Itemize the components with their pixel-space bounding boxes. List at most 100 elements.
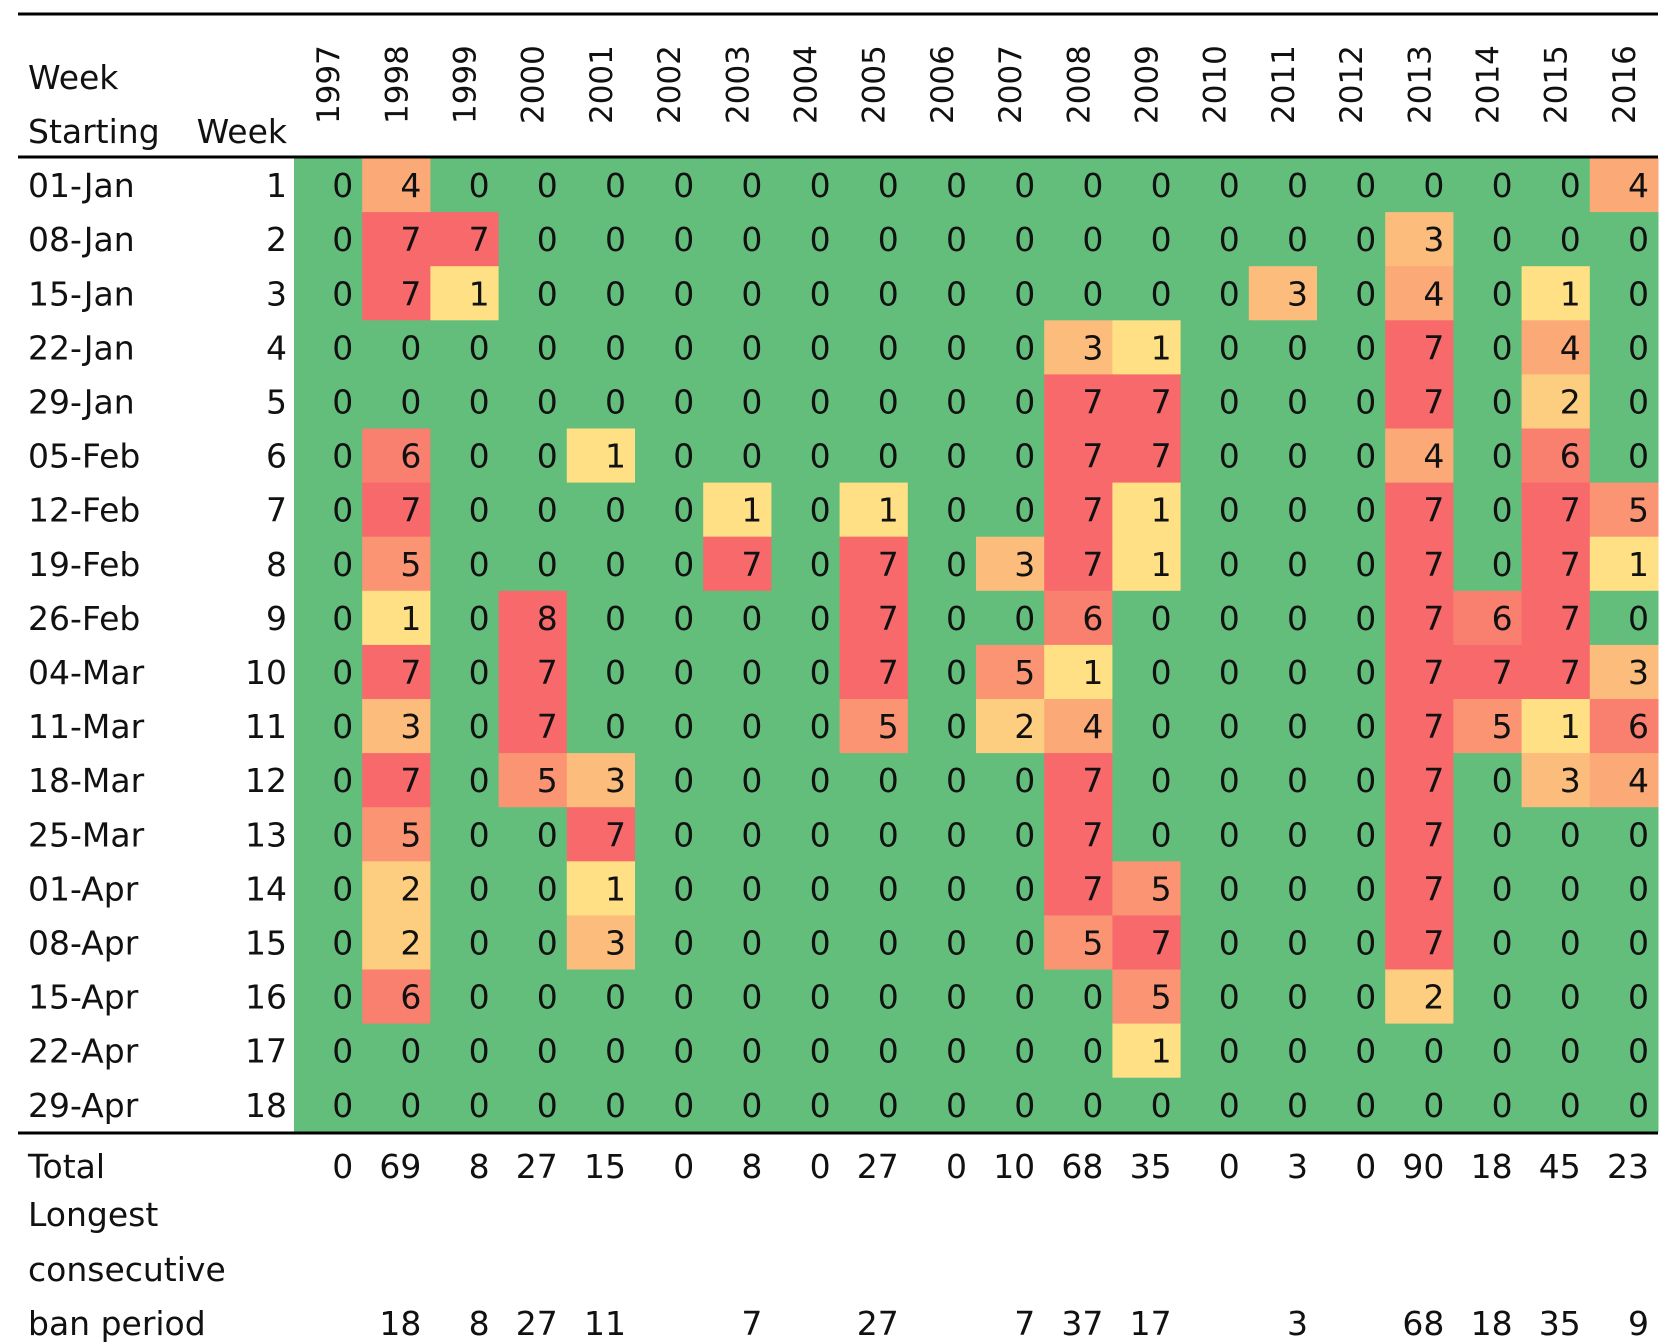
heatmap-cell (771, 969, 841, 1025)
cell-value-label: 0 (946, 274, 967, 313)
cell-value-label: 0 (673, 274, 694, 313)
heatmap-cell (498, 374, 568, 429)
heatmap-cell (635, 807, 704, 862)
heatmap-cell (1180, 807, 1250, 862)
cell-value-label: 0 (1219, 978, 1240, 1017)
heatmap-cell (1112, 915, 1182, 970)
cell-value-label: 7 (537, 707, 558, 746)
heatmap-cell (703, 1077, 772, 1133)
cell-value-label: 0 (741, 978, 762, 1017)
heatmap-cell (839, 699, 909, 754)
heatmap-cell (430, 807, 500, 862)
cell-value-label: 0 (878, 1032, 899, 1071)
cell-value-label: 0 (605, 274, 626, 313)
cell-value-label: 7 (1151, 923, 1172, 962)
heatmap-cell (839, 861, 909, 916)
heatmap-cell (1453, 266, 1523, 321)
cell-value-label: 5 (400, 815, 421, 854)
cell-value-label: 0 (1628, 328, 1649, 367)
heatmap-cell (1521, 590, 1591, 646)
cell-value-label: 3 (605, 923, 626, 962)
heatmap-cell (907, 699, 977, 754)
cell-value-label: 0 (1355, 274, 1376, 313)
heatmap-cell (1317, 753, 1386, 808)
cell-value-label: 0 (469, 815, 490, 854)
cell-value-label: 0 (1082, 1086, 1103, 1125)
total-value: 23 (1607, 1147, 1649, 1186)
cell-value-label: 0 (1355, 599, 1376, 638)
cell-value-label: 0 (1287, 491, 1308, 530)
cell-value-label: 0 (400, 1032, 421, 1071)
row-week-label: 2 (266, 220, 287, 259)
cell-value-label: 0 (1355, 328, 1376, 367)
heatmap-cell (362, 482, 431, 538)
heatmap-cell (362, 1023, 431, 1079)
heatmap-cell (294, 1077, 363, 1133)
heatmap-cell (839, 969, 909, 1025)
heatmap-cell (1180, 1023, 1250, 1079)
heatmap-cell (362, 266, 431, 321)
heatmap-cell (1180, 590, 1250, 646)
heatmap-cell (771, 428, 841, 484)
longest-ban-value: 3 (1287, 1304, 1308, 1343)
heatmap-cell (566, 1023, 636, 1079)
cell-value-label: 0 (1628, 599, 1649, 638)
heatmap-cell (1589, 482, 1659, 538)
total-value: 45 (1539, 1147, 1581, 1186)
heatmap-cell (430, 536, 500, 592)
cell-value-label: 0 (469, 761, 490, 800)
heatmap-cell (839, 374, 909, 429)
heatmap-cell (1044, 320, 1113, 375)
cell-value-label: 0 (537, 1086, 558, 1125)
heatmap-cell (1521, 158, 1591, 213)
row-week-label: 9 (266, 599, 287, 638)
heatmap-cell (907, 590, 977, 646)
heatmap-cell (1317, 266, 1386, 321)
heatmap-cell (1453, 644, 1523, 700)
heatmap-cell (498, 753, 568, 808)
cell-value-label: 0 (469, 707, 490, 746)
heatmap-cell (771, 158, 841, 213)
cell-value-label: 0 (1287, 437, 1308, 476)
cell-value-label: 3 (605, 761, 626, 800)
cell-value-label: 5 (1151, 978, 1172, 1017)
heatmap-cell (566, 807, 636, 862)
heatmap-cell (362, 374, 431, 429)
heatmap-cell (907, 536, 977, 592)
heatmap-cell (362, 915, 431, 970)
cell-value-label: 0 (1287, 761, 1308, 800)
heatmap-cell (771, 699, 841, 754)
cell-value-label: 0 (332, 1032, 353, 1071)
cell-value-label: 0 (1287, 166, 1308, 205)
cell-value-label: 0 (878, 923, 899, 962)
heatmap-cell (907, 753, 977, 808)
longest-ban-value: 7 (1014, 1304, 1035, 1343)
heatmap-cell (1589, 915, 1659, 970)
cell-value-label: 0 (1219, 707, 1240, 746)
cell-value-label: 7 (1560, 545, 1581, 584)
year-column-label: 2005 (857, 45, 893, 124)
cell-value-label: 0 (1219, 220, 1240, 259)
cell-value-label: 0 (1219, 1032, 1240, 1071)
cell-value-label: 0 (1560, 815, 1581, 854)
heatmap-cell (498, 536, 568, 592)
cell-value-label: 0 (537, 491, 558, 530)
cell-value-label: 0 (1082, 166, 1103, 205)
heatmap-cell (976, 644, 1045, 700)
cell-value-label: 0 (1287, 328, 1308, 367)
cell-value-label: 0 (1219, 761, 1240, 800)
cell-value-label: 0 (1492, 545, 1513, 584)
heatmap-cell (1044, 807, 1113, 862)
heatmap-cell (703, 969, 772, 1025)
heatmap-cell (771, 266, 841, 321)
cell-value-label: 0 (1492, 1086, 1513, 1125)
heatmap-cell (498, 1077, 568, 1133)
longest-ban-value: 27 (857, 1304, 899, 1343)
heatmap-cell (703, 320, 772, 375)
cell-value-label: 0 (1492, 437, 1513, 476)
cell-value-label: 0 (1628, 1032, 1649, 1071)
cell-value-label: 0 (469, 923, 490, 962)
cell-value-label: 0 (1219, 815, 1240, 854)
cell-value-label: 0 (1151, 707, 1172, 746)
